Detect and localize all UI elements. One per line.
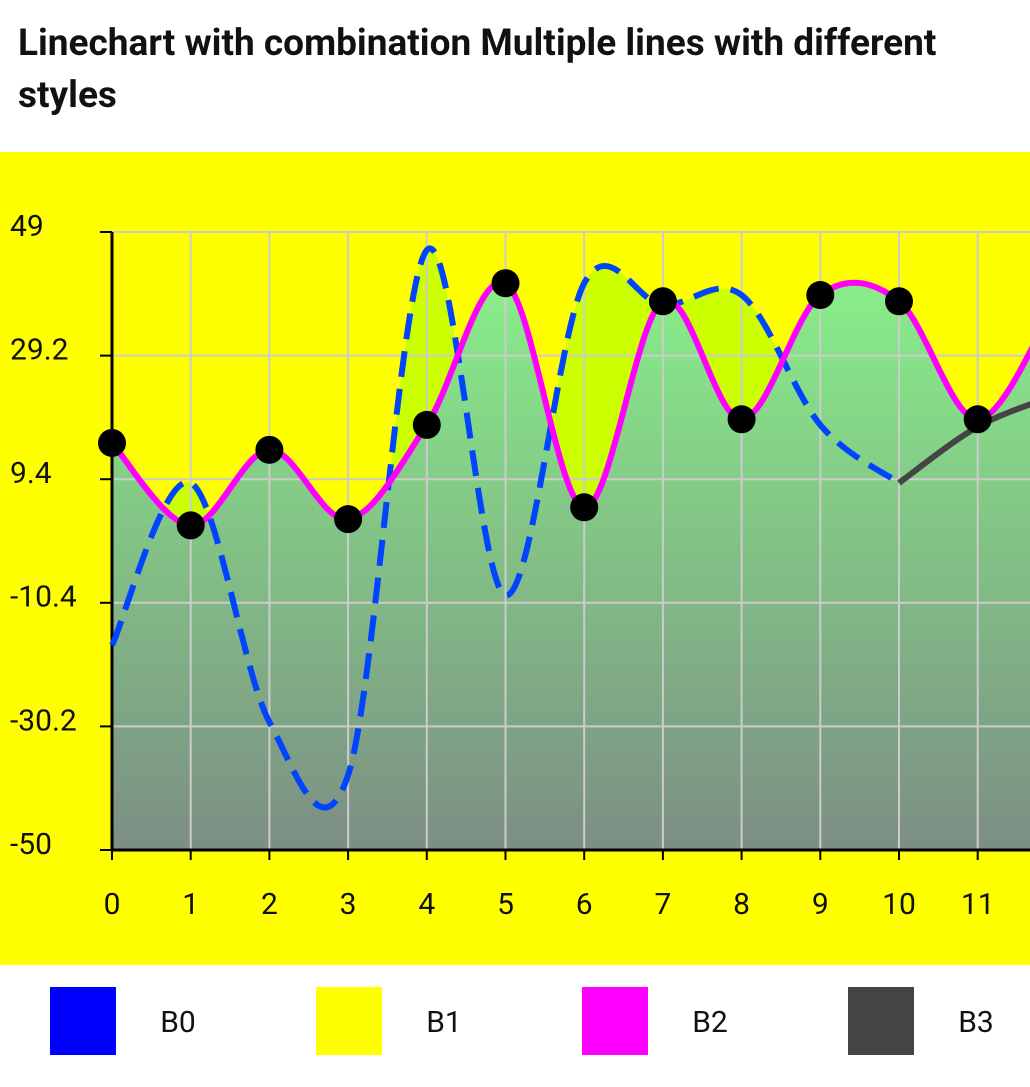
x-tick-label: 0 bbox=[104, 887, 121, 922]
y-tick-label: 49 bbox=[10, 209, 44, 244]
legend-swatch bbox=[848, 987, 914, 1055]
marker bbox=[648, 287, 677, 316]
x-tick-label: 3 bbox=[340, 887, 357, 922]
marker bbox=[963, 405, 992, 434]
marker bbox=[334, 505, 363, 534]
legend-label: B3 bbox=[958, 1005, 994, 1040]
legend-swatch bbox=[50, 987, 116, 1055]
x-tick-label: 4 bbox=[418, 887, 435, 922]
y-tick-label: 29.2 bbox=[10, 333, 69, 368]
y-tick-label: -30.2 bbox=[10, 703, 77, 738]
y-tick-label: -50 bbox=[10, 827, 52, 862]
x-tick-label: 10 bbox=[882, 887, 916, 922]
x-tick-label: 7 bbox=[654, 887, 671, 922]
x-tick-label: 8 bbox=[733, 887, 750, 922]
x-tick-label: 5 bbox=[497, 887, 514, 922]
legend-label: B0 bbox=[160, 1005, 196, 1040]
marker bbox=[491, 269, 520, 298]
marker bbox=[98, 428, 126, 457]
y-tick-label: -10.4 bbox=[10, 580, 77, 615]
marker bbox=[255, 435, 284, 464]
area bbox=[112, 282, 1030, 850]
legend-swatch bbox=[316, 987, 382, 1055]
legend-label: B1 bbox=[426, 1005, 462, 1040]
marker bbox=[176, 511, 205, 540]
legend-swatch bbox=[582, 987, 648, 1055]
marker bbox=[806, 281, 835, 310]
x-tick-label: 11 bbox=[961, 887, 995, 922]
x-tick-label: 9 bbox=[812, 887, 829, 922]
marker bbox=[885, 287, 913, 316]
x-tick-label: 1 bbox=[182, 887, 199, 922]
line bbox=[109, 245, 901, 811]
x-tick-label: 2 bbox=[261, 887, 278, 922]
x-tick-label: 6 bbox=[576, 887, 593, 922]
legend-label: B2 bbox=[692, 1005, 728, 1040]
marker bbox=[412, 410, 441, 439]
y-tick-label: 9.4 bbox=[10, 456, 52, 491]
marker bbox=[570, 493, 599, 522]
chart-title: Linechart with combination Multiple line… bbox=[18, 22, 937, 117]
marker bbox=[727, 405, 756, 434]
